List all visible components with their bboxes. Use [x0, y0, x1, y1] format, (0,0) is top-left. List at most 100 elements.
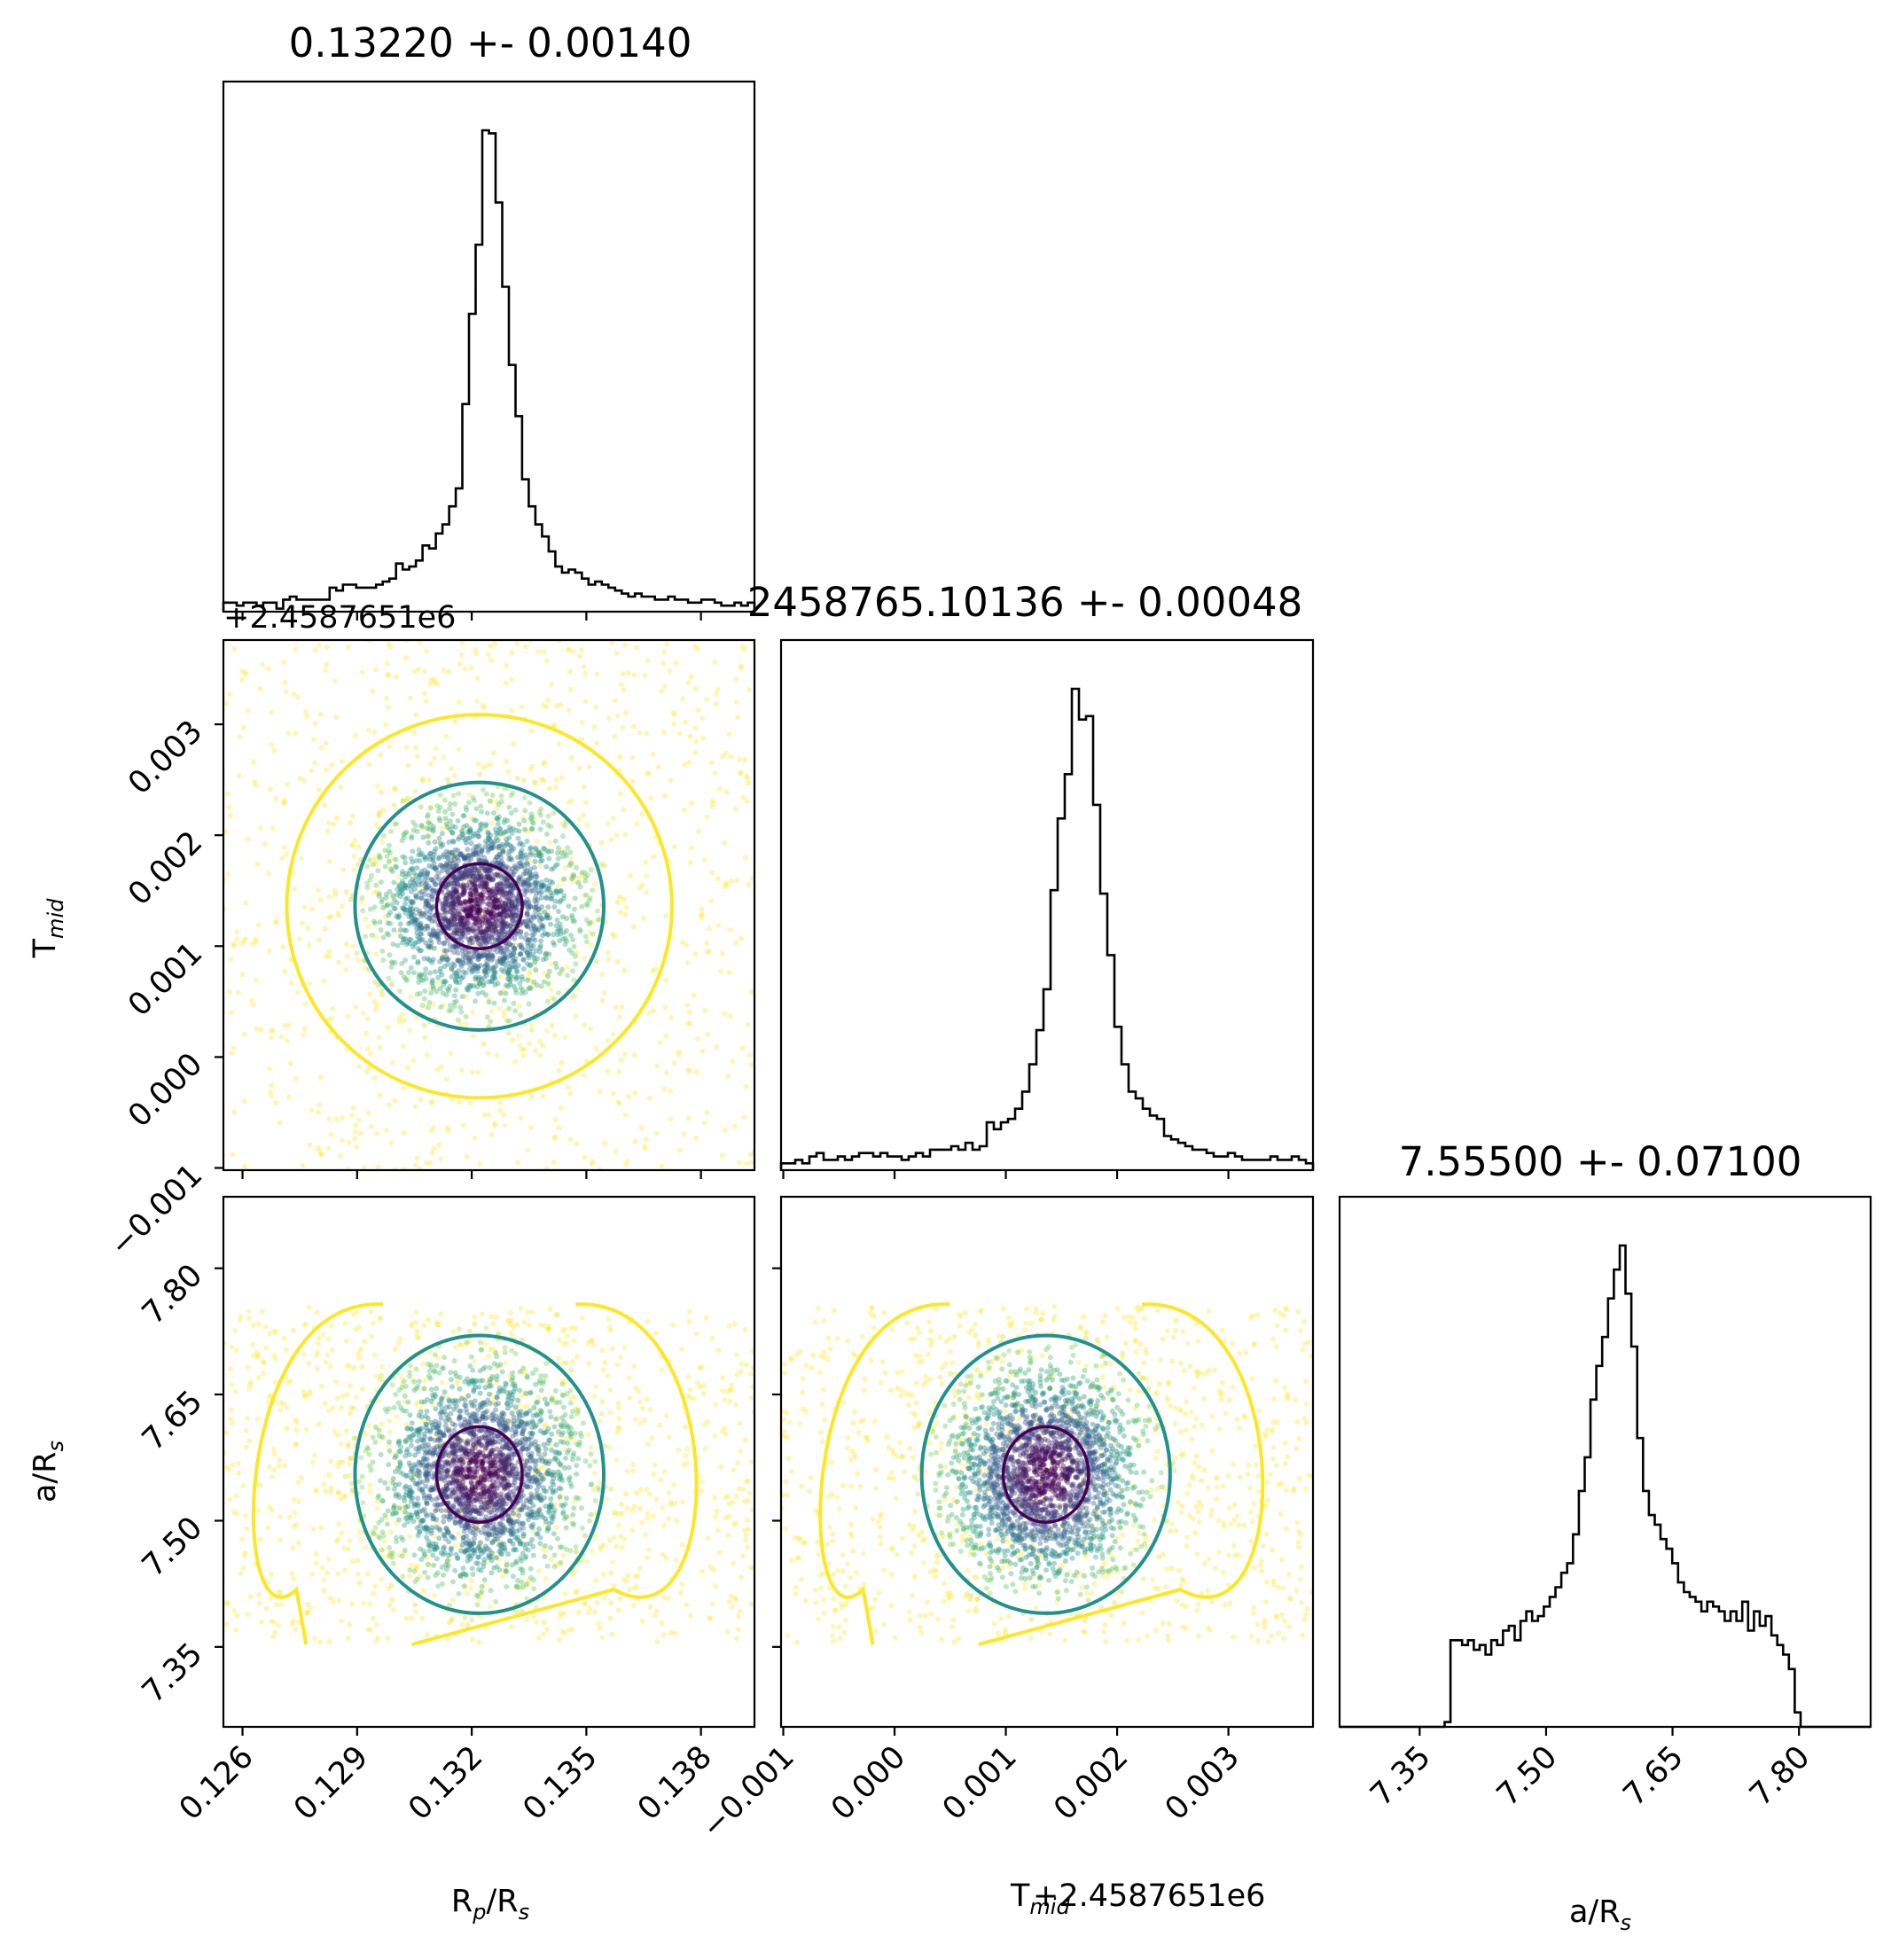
sample-point	[660, 660, 667, 667]
sample-point	[462, 666, 468, 672]
sample-point	[413, 894, 419, 900]
sample-point	[714, 1508, 720, 1514]
sample-point	[465, 1622, 471, 1628]
sample-point	[379, 896, 385, 902]
sample-point	[478, 895, 484, 902]
sample-point	[315, 1348, 321, 1355]
sample-point	[559, 1628, 566, 1635]
sample-point	[540, 819, 546, 825]
plot-content	[222, 129, 1871, 1729]
sample-point	[494, 949, 500, 955]
sample-point	[610, 815, 616, 821]
sample-point	[518, 854, 524, 860]
sample-point	[457, 851, 464, 857]
sample-point	[454, 913, 460, 919]
sample-point	[234, 1613, 240, 1619]
sample-point	[282, 1463, 288, 1469]
sample-point	[419, 1003, 426, 1009]
sample-point	[413, 1566, 419, 1572]
sample-point	[492, 904, 497, 910]
sample-point	[438, 862, 443, 868]
sample-point	[518, 929, 524, 935]
sample-point	[425, 833, 431, 839]
sample-point	[514, 898, 520, 904]
sample-point	[403, 927, 410, 933]
sample-point	[475, 976, 481, 982]
sample-point	[402, 884, 408, 889]
sample-point	[507, 923, 513, 929]
sample-point	[452, 718, 458, 724]
sample-point	[432, 931, 438, 937]
sample-point	[410, 876, 416, 882]
sample-point	[533, 901, 539, 907]
sample-point	[502, 1122, 508, 1128]
sample-point	[466, 1328, 473, 1334]
sample-point	[459, 922, 465, 928]
sample-point	[377, 1044, 383, 1050]
sample-point	[317, 711, 324, 717]
sample-point	[424, 1160, 429, 1166]
sample-point	[722, 1397, 728, 1402]
sample-point	[359, 1484, 365, 1490]
sample-point	[512, 956, 519, 962]
sample-point	[734, 878, 740, 884]
sample-point	[409, 1420, 415, 1426]
sample-point	[487, 894, 493, 901]
sample-point	[590, 1487, 597, 1493]
sample-point	[465, 1590, 471, 1597]
sample-point	[485, 949, 491, 956]
sample-point	[463, 1341, 469, 1347]
sample-point	[321, 1577, 327, 1583]
sample-point	[499, 875, 505, 881]
sample-point	[242, 1164, 247, 1169]
sample-point	[414, 754, 420, 760]
sample-point	[463, 869, 469, 875]
sample-point	[528, 926, 535, 933]
sample-point	[651, 1471, 657, 1477]
sample-point	[473, 850, 478, 856]
sample-point	[404, 895, 410, 902]
sample-point	[473, 876, 479, 882]
sample-point	[543, 704, 550, 710]
sample-point	[486, 1505, 492, 1511]
sample-point	[348, 1383, 353, 1389]
sample-point	[444, 869, 450, 875]
sample-point	[499, 930, 505, 935]
sample-point	[512, 947, 518, 952]
sample-point	[379, 899, 385, 905]
sample-point	[557, 899, 563, 905]
sample-point	[531, 931, 537, 937]
sample-point	[464, 1153, 470, 1160]
sample-point	[551, 1564, 558, 1570]
sample-point	[328, 1458, 334, 1464]
sample-point	[449, 838, 456, 844]
sample-point	[349, 841, 355, 847]
sample-point	[277, 1589, 283, 1595]
sample-point	[520, 1047, 526, 1053]
sample-point	[434, 933, 441, 940]
sample-point	[465, 835, 471, 841]
sample-point	[460, 974, 466, 980]
sample-point	[277, 1407, 284, 1413]
sample-point	[479, 953, 485, 959]
sample-point	[487, 873, 492, 879]
sample-point	[576, 653, 582, 660]
sample-point	[459, 828, 465, 834]
sample-point	[387, 910, 394, 916]
sample-point	[530, 923, 536, 929]
sample-point	[469, 965, 475, 972]
sample-point	[544, 915, 551, 921]
sample-point	[608, 837, 614, 843]
sample-point	[352, 732, 358, 738]
sample-point	[567, 947, 572, 953]
sample-point	[425, 812, 431, 817]
sample-point	[481, 865, 487, 871]
sample-point	[293, 646, 299, 652]
sample-point	[660, 1632, 667, 1638]
sample-point	[468, 908, 474, 914]
sample-point	[494, 872, 500, 878]
sample-point	[244, 1444, 249, 1450]
sample-point	[258, 1027, 264, 1033]
sample-point	[536, 912, 543, 918]
sample-point	[520, 879, 527, 886]
